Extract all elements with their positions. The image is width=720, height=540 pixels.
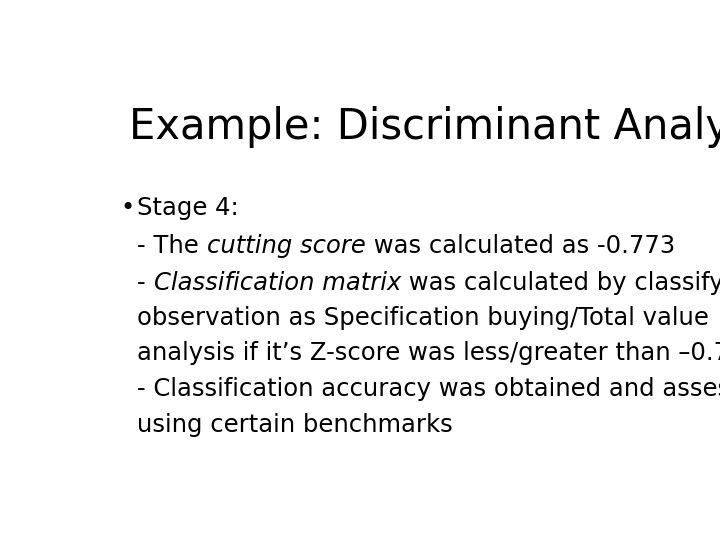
Text: Example: Discriminant Analysis: Example: Discriminant Analysis [129, 106, 720, 148]
Text: •: • [121, 196, 135, 220]
Text: - Classification accuracy was obtained and assessed: - Classification accuracy was obtained a… [138, 377, 720, 401]
Text: - The: - The [138, 234, 207, 258]
Text: Stage 4:: Stage 4: [138, 196, 239, 220]
Text: using certain benchmarks: using certain benchmarks [138, 413, 453, 437]
Text: observation as Specification buying/Total value: observation as Specification buying/Tota… [138, 306, 709, 330]
Text: Classification matrix: Classification matrix [154, 271, 401, 295]
Text: analysis if it’s Z-score was less/greater than –0.773: analysis if it’s Z-score was less/greate… [138, 341, 720, 365]
Text: was calculated by classifying an: was calculated by classifying an [401, 271, 720, 295]
Text: cutting score: cutting score [207, 234, 366, 258]
Text: -: - [138, 271, 154, 295]
Text: was calculated as -0.773: was calculated as -0.773 [366, 234, 675, 258]
